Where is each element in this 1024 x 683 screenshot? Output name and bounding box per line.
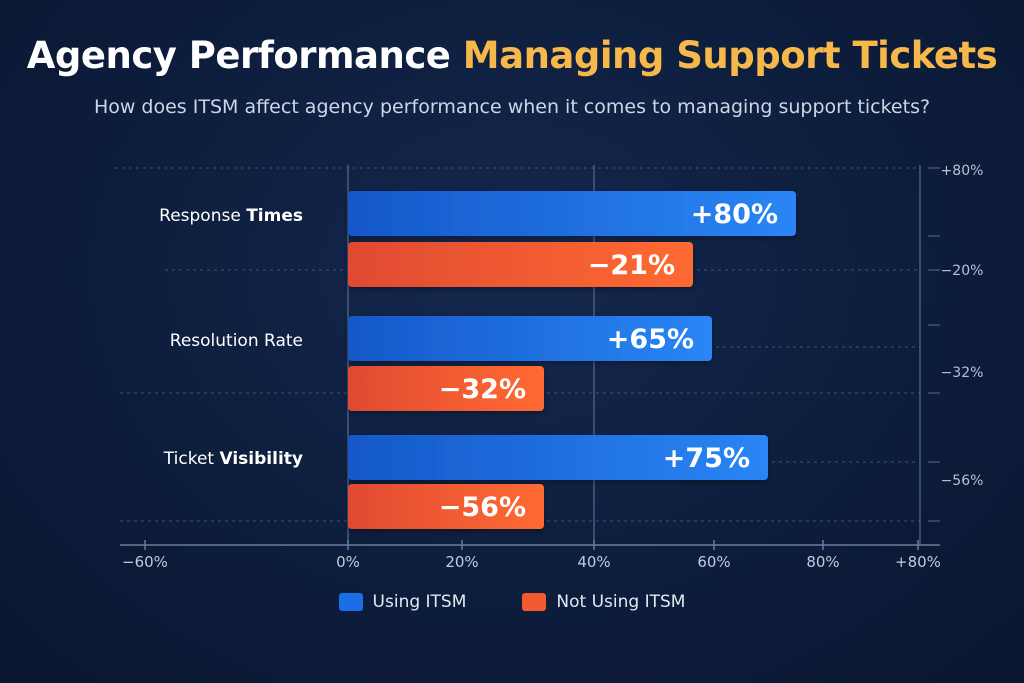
title-main: Agency Performance: [26, 34, 451, 77]
legend-item-using: Using ITSM: [338, 592, 467, 612]
title-highlight: Managing Support Tickets: [462, 34, 998, 77]
legend-swatch-not-using: [522, 593, 547, 611]
chart-title: Agency Performance Managing Support Tick…: [0, 34, 1024, 77]
x-tick-label: 20%: [445, 553, 478, 571]
bar-using-itsm: [348, 316, 712, 361]
right-tick-label: +80%: [941, 163, 984, 179]
x-tick-label: 80%: [806, 553, 839, 571]
x-tick-label: 60%: [697, 553, 730, 571]
bar-label-not-using-itsm: −21%: [588, 250, 675, 281]
category-label: Response Times: [159, 206, 303, 226]
bar-using-itsm: [348, 191, 796, 236]
bar-not-using-itsm: [348, 366, 544, 411]
x-tick-label: 40%: [577, 553, 610, 571]
legend: Using ITSM Not Using ITSM: [0, 592, 1024, 612]
bar-label-using-itsm: +75%: [663, 443, 750, 474]
right-tick-label: −20%: [941, 263, 984, 279]
bar-label-not-using-itsm: −56%: [439, 492, 526, 523]
legend-label-using: Using ITSM: [372, 592, 467, 612]
bar-not-using-itsm: [348, 484, 544, 529]
x-tick-label: 0%: [336, 553, 360, 571]
bar-label-using-itsm: +65%: [607, 324, 694, 355]
bar-label-not-using-itsm: −32%: [439, 374, 526, 405]
x-tick-label: +80%: [895, 553, 941, 571]
bar-not-using-itsm: [348, 242, 693, 287]
category-label: Ticket Visibility: [163, 449, 303, 469]
legend-label-not-using: Not Using ITSM: [556, 592, 686, 612]
bar-using-itsm: [348, 435, 768, 480]
legend-swatch-using: [338, 593, 363, 611]
category-label: Resolution Rate: [170, 331, 303, 351]
chart-subtitle: How does ITSM affect agency performance …: [93, 96, 931, 118]
legend-item-not-using: Not Using ITSM: [522, 592, 685, 612]
right-tick-label: −32%: [941, 365, 984, 381]
right-tick-label: −56%: [941, 473, 984, 489]
x-tick-label: −60%: [122, 553, 168, 571]
bar-label-using-itsm: +80%: [691, 199, 778, 230]
